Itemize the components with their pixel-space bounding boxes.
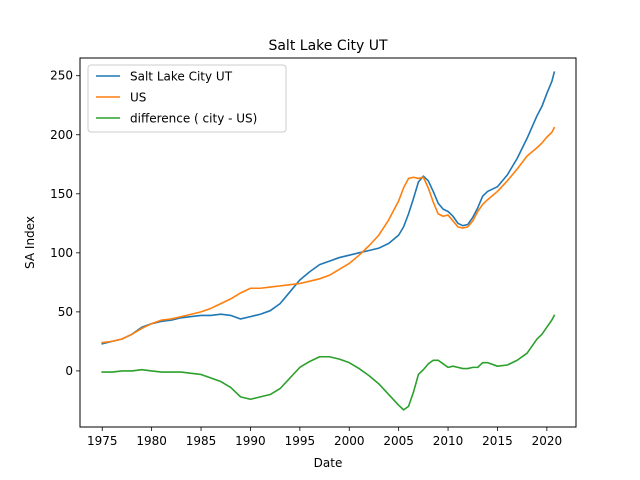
legend-box	[87, 64, 287, 133]
x-axis-label: Date	[314, 456, 343, 470]
x-tick-label: 2010	[433, 434, 464, 448]
x-tick-label: 2015	[482, 434, 513, 448]
legend: Salt Lake City UT US difference ( city - U…	[87, 64, 287, 133]
y-tick-label: 200	[50, 128, 73, 142]
legend-label-difference-city-us: difference ( city - US)	[130, 112, 257, 126]
series-line-us	[101, 126, 556, 344]
y-tick-label: 150	[50, 187, 73, 201]
y-tick-label: 0	[65, 364, 73, 378]
series-line-salt-lake-city-ut	[101, 71, 556, 345]
x-tick-label: 1985	[186, 434, 217, 448]
legend-label-us: US	[130, 91, 146, 105]
y-axis: 0 50 100 150 200 250	[50, 69, 80, 378]
x-tick-label: 2020	[532, 434, 563, 448]
y-tick-label: 250	[50, 69, 73, 83]
x-tick-label: 1980	[136, 434, 167, 448]
x-axis: 1975 1980 1985 1990 1995 2000 2005 2010 2015 2020	[87, 427, 562, 448]
series-line-difference-city-us	[101, 314, 556, 411]
x-tick-label: 1975	[87, 434, 118, 448]
plot-frame	[79, 57, 577, 428]
x-tick-label: 1995	[285, 434, 316, 448]
y-tick-label: 100	[50, 246, 73, 260]
y-axis-label: SA Index	[23, 216, 37, 269]
x-tick-label: 1990	[235, 434, 266, 448]
plot-lines	[101, 71, 556, 411]
x-tick-label: 2000	[334, 434, 365, 448]
y-tick-label: 50	[58, 305, 73, 319]
legend-label-salt-lake-city-ut: Salt Lake City UT	[130, 70, 233, 84]
x-tick-label: 2005	[383, 434, 414, 448]
chart-title: Salt Lake City UT	[268, 38, 387, 54]
